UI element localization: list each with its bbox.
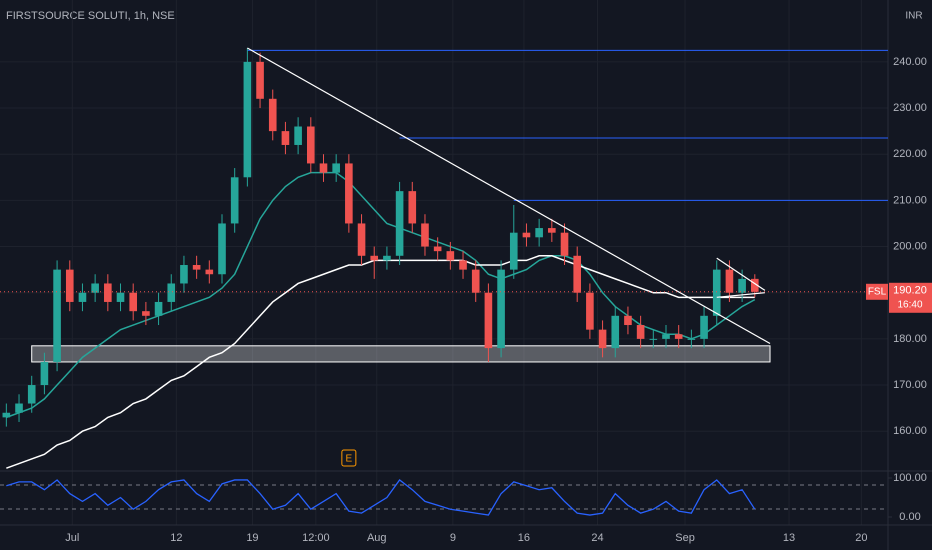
x-tick-label: 24 [591, 532, 603, 544]
candle-body [421, 223, 429, 247]
candle-body [27, 385, 36, 404]
candle-body [408, 191, 417, 224]
candle-body [2, 412, 11, 418]
candle-body [459, 260, 467, 270]
candle-body [624, 315, 632, 326]
candle-body [598, 329, 607, 349]
candle-body [192, 265, 201, 270]
trend-line [716, 257, 766, 291]
candle-body [116, 292, 125, 302]
event-marker [341, 449, 357, 467]
event-label: E [346, 454, 353, 465]
x-tick-label: 19 [246, 532, 258, 544]
y-tick-label: 170.00 [893, 379, 927, 391]
oscillator-tick-label: 0.00 [899, 511, 920, 523]
candle-body [548, 228, 556, 233]
y-tick-label: 210.00 [893, 194, 927, 206]
countdown-label: 16:40 [897, 299, 922, 310]
candle-body [15, 403, 23, 413]
candle-body [281, 131, 290, 145]
trend-line [716, 292, 766, 298]
candle-body [268, 98, 277, 132]
y-tick-label: 160.00 [893, 425, 927, 437]
candle-body [471, 269, 480, 293]
candle-body [104, 283, 112, 302]
last-price-label: 190.20 [893, 285, 927, 297]
candle-body [497, 269, 505, 349]
candle-body [535, 228, 543, 238]
y-tick-label: 230.00 [893, 102, 927, 114]
candle-body [230, 177, 239, 224]
candle-body [294, 126, 302, 145]
candle-body [345, 163, 353, 224]
candle-body [256, 61, 264, 99]
candle-body [218, 223, 226, 275]
oscillator-tick-label: 100.00 [893, 472, 927, 484]
candle-body [636, 325, 645, 339]
candle-body [167, 283, 176, 302]
support-zone [31, 345, 771, 363]
candle-body [750, 278, 759, 292]
x-tick-label: 12 [170, 532, 182, 544]
candle-body [725, 269, 734, 293]
x-tick-label: 9 [450, 532, 456, 544]
y-tick-label: 240.00 [893, 56, 927, 68]
candle-body [65, 269, 74, 302]
candle-body [243, 61, 252, 178]
candle-body [700, 315, 708, 339]
moving-average [6, 255, 755, 469]
candle-body [129, 292, 138, 312]
candle-body [53, 269, 61, 362]
candle-body [611, 315, 620, 349]
candle-body [40, 361, 49, 386]
candle-body [370, 255, 379, 261]
x-tick-label: Sep [675, 532, 695, 544]
candle-body [509, 232, 518, 270]
candle-body [180, 265, 188, 284]
candle-body [205, 269, 214, 275]
x-tick-label: 16 [518, 532, 530, 544]
symbol-badge [866, 283, 888, 300]
currency: INR [905, 11, 922, 22]
chart-title: FIRSTSOURCE SOLUTI, 1h, NSE [6, 10, 175, 22]
candle-body [446, 251, 455, 261]
candle-body [142, 311, 150, 316]
candle-body [78, 292, 87, 302]
candle-body [306, 126, 315, 164]
candle-body [383, 255, 391, 261]
x-tick-label: 20 [855, 532, 867, 544]
y-tick-label: 180.00 [893, 333, 927, 345]
candle-body [395, 191, 404, 256]
candle-body [154, 301, 163, 316]
symbol-label: FSL [868, 286, 887, 297]
candle-body [522, 232, 531, 238]
candle-body [687, 338, 696, 340]
candle-body [674, 334, 683, 339]
price-badge [889, 282, 932, 313]
x-tick-label: Aug [367, 532, 387, 544]
candle-body [649, 338, 658, 340]
candle-body [433, 246, 442, 252]
candle-body [484, 292, 493, 349]
trend-line [247, 47, 771, 345]
candle-body [91, 283, 99, 293]
y-tick-label: 220.00 [893, 148, 927, 160]
candle-body [586, 292, 594, 330]
candle-body [560, 232, 569, 256]
x-tick-label: 12:00 [302, 532, 330, 544]
candle-body [573, 255, 582, 293]
oscillator-line [6, 479, 756, 516]
candle-body [332, 163, 340, 173]
candle-body [357, 223, 366, 256]
x-tick-label: Jul [65, 532, 79, 544]
x-tick-label: 13 [783, 532, 795, 544]
candle-body [738, 278, 746, 293]
candle-body [712, 269, 721, 316]
candle-body [319, 163, 328, 173]
candle-body [662, 334, 670, 339]
y-tick-label: 200.00 [893, 240, 927, 252]
